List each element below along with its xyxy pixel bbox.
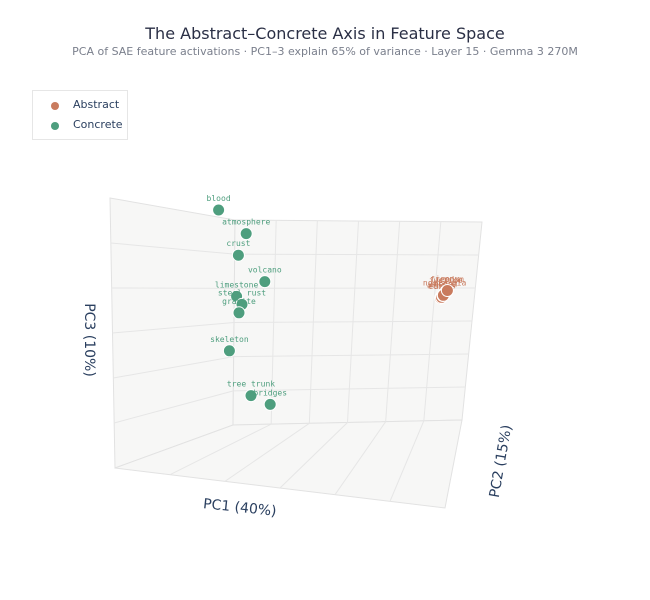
data-point-concrete[interactable]: [263, 397, 277, 411]
data-point-concrete[interactable]: [239, 227, 253, 241]
back-wall: [109, 197, 236, 469]
legend-marker-abstract: [51, 102, 59, 110]
gridline: [113, 356, 234, 379]
y-axis-label: PC2 (15%): [487, 424, 516, 499]
gridline: [110, 242, 235, 255]
data-point-concrete[interactable]: [231, 248, 245, 262]
legend-label-abstract: Abstract: [73, 98, 120, 111]
z-axis-label: PC3 (10%): [81, 303, 97, 377]
point-label-concrete: tree trunk: [227, 380, 275, 389]
data-point-concrete[interactable]: [244, 389, 258, 403]
point-label-concrete: granite: [222, 297, 256, 306]
legend-marker-concrete: [51, 122, 59, 130]
gridline: [423, 221, 442, 421]
gridlines: [110, 220, 479, 502]
point-label-concrete: volcano: [248, 266, 282, 275]
gridline: [169, 423, 272, 476]
point-label-abstract: wisdom: [428, 280, 457, 289]
point-label-concrete: limestone: [215, 280, 259, 289]
series-concrete[interactable]: blood atmosphere crust volcano limestonestee…: [207, 194, 288, 411]
point-label-concrete: atmosphere: [222, 218, 270, 227]
gridline: [279, 422, 348, 489]
point-label-concrete: bridges: [253, 388, 287, 397]
gridline: [114, 390, 234, 424]
series-abstract[interactable]: educoethicswisdomjusticefreedomnostalgia…: [423, 275, 467, 305]
data-point-concrete[interactable]: [258, 275, 272, 289]
chart-subtitle: PCA of SAE feature activations · PC1–3 e…: [72, 45, 578, 58]
point-label-abstract: irony: [435, 275, 459, 284]
data-point-concrete[interactable]: [232, 306, 246, 320]
point-label-concrete: steel rust: [218, 288, 266, 297]
point-label-concrete: skeleton: [210, 335, 249, 344]
data-point-concrete[interactable]: [212, 203, 226, 217]
gridline: [224, 422, 310, 482]
point-label-abstract: freedom: [430, 275, 464, 284]
chart-title: The Abstract–Concrete Axis in Feature Sp…: [145, 24, 505, 43]
gridline: [389, 420, 425, 502]
point-label-abstract: nostalgia: [423, 278, 467, 287]
legend-label-concrete: Concrete: [73, 118, 123, 131]
point-label-concrete: crust: [226, 239, 250, 248]
legend[interactable]: Abstract Concrete: [32, 90, 128, 140]
legend-item-concrete[interactable]: Concrete: [33, 116, 127, 136]
data-point-abstract[interactable]: [440, 284, 454, 297]
point-label-abstract: ethics: [427, 281, 456, 290]
point-label-abstract: justice: [429, 276, 463, 285]
data-point-concrete[interactable]: [222, 344, 236, 358]
point-label-concrete: blood: [207, 194, 231, 203]
plot-scene: [109, 197, 483, 509]
point-label-abstract: educo: [429, 282, 453, 291]
x-axis-label: PC1 (40%): [202, 496, 277, 520]
point-label-abstract: hope: [434, 279, 453, 288]
gridline: [112, 322, 235, 334]
legend-item-abstract[interactable]: Abstract: [33, 96, 127, 116]
gridline: [334, 421, 387, 495]
